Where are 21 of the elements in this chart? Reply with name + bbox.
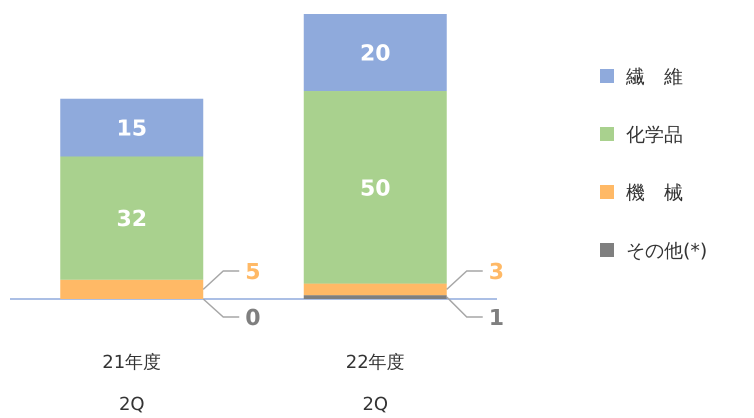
x-tick-label: 21年度 2Q — [102, 352, 162, 415]
bar — [304, 14, 447, 92]
bar — [60, 280, 204, 299]
data-label: 50 — [360, 176, 391, 202]
bar — [60, 98, 204, 156]
data-label: 0 — [245, 306, 261, 331]
legend-label: 化学品 — [626, 124, 683, 146]
bar — [304, 284, 447, 296]
data-label: 32 — [116, 207, 148, 232]
data-label: 5 — [245, 260, 261, 285]
data-label: 15 — [116, 116, 148, 142]
bar — [304, 91, 447, 284]
legend-label: 機 械 — [626, 182, 683, 204]
data-label: 1 — [488, 306, 504, 331]
bar — [60, 156, 204, 280]
data-label: 20 — [360, 42, 391, 67]
x-tick-label: 22年度 2Q — [346, 352, 405, 415]
data-label: 3 — [488, 260, 504, 285]
bar — [304, 295, 447, 299]
legend-label: 繊 維 — [625, 66, 683, 88]
legend-label: その他(*) — [626, 240, 708, 262]
